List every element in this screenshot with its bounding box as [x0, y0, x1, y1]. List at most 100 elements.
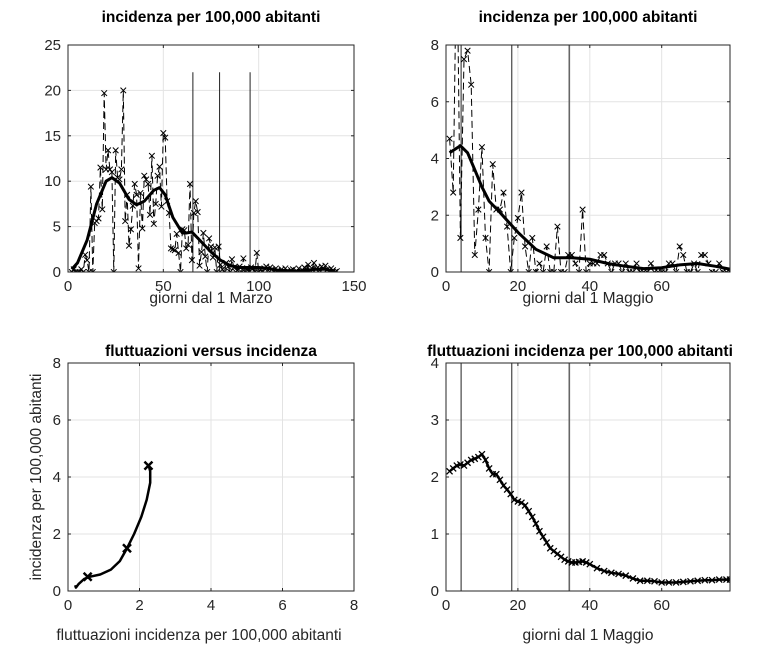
- data-point-marker: [687, 268, 694, 272]
- y-tick-label: 0: [431, 264, 439, 281]
- data-point-marker: [213, 268, 220, 272]
- data-point-marker: [672, 268, 680, 272]
- axes-box: [445, 44, 731, 273]
- chart-title: fluttuazioni incidenza per 100,000 abita…: [427, 343, 733, 360]
- data-point-marker: [543, 539, 551, 547]
- data-point-marker: [80, 268, 87, 272]
- data-point-marker: [78, 266, 85, 272]
- data-point-marker: [503, 486, 511, 493]
- data-point-marker: [665, 578, 673, 586]
- y-tick-label: 8: [431, 37, 439, 54]
- data-point-marker: [539, 533, 547, 541]
- y-tick-label: 15: [44, 128, 61, 145]
- data-point-marker: [198, 248, 205, 256]
- data-point-marker: [662, 268, 669, 272]
- data-point-marker: [333, 267, 340, 272]
- data-point-marker: [89, 268, 96, 272]
- data-point-marker: [93, 217, 100, 225]
- x-tick-label: 50: [155, 278, 172, 295]
- y-tick-label: 6: [431, 94, 439, 111]
- smoothed-line: [448, 144, 730, 271]
- data-point-marker: [511, 234, 518, 242]
- data-point-marker: [310, 259, 318, 267]
- x-tick-label: 4: [207, 597, 215, 614]
- data-point-marker: [167, 245, 175, 252]
- data-point-marker: [503, 223, 511, 230]
- data-point-marker: [536, 527, 543, 535]
- data-point-marker: [205, 235, 213, 242]
- data-point-marker: [143, 176, 150, 183]
- data-point-marker: [460, 56, 468, 63]
- data-point-marker: [471, 455, 479, 463]
- data-point-marker: [87, 183, 95, 190]
- y-tick-label: 3: [431, 412, 439, 429]
- data-point-marker: [156, 163, 163, 170]
- data-point-marker: [194, 208, 201, 216]
- data-point-marker: [446, 135, 453, 142]
- data-point-marker: [726, 576, 730, 584]
- data-point-marker: [202, 253, 209, 260]
- data-point-marker: [622, 572, 630, 580]
- subplot-fluctuations-may: 0 20 40 60 0 1 2 3 4: [431, 355, 731, 614]
- y-tick-label: 10: [44, 173, 61, 190]
- y-tick-label: 4: [431, 355, 439, 372]
- data-point-marker: [539, 268, 547, 272]
- subplot-incidence-march: 0 50 100 150 0 5 10 15 20 25: [44, 37, 366, 295]
- y-tick-label: 5: [53, 219, 61, 236]
- x-tick-label: 20: [510, 278, 527, 295]
- data-point-marker: [144, 180, 152, 188]
- data-point-marker: [171, 247, 178, 254]
- data-point-marker: [536, 260, 543, 267]
- x-axis-label: fluttuazioni incidenza per 100,000 abita…: [56, 627, 341, 644]
- y-axis-label: incidenza per 100,000 abitanti: [28, 374, 45, 581]
- plot-content: [68, 72, 340, 272]
- data-point-marker: [561, 556, 569, 564]
- axes-box: [445, 362, 731, 592]
- data-point-marker: [647, 260, 655, 267]
- data-point-marker: [543, 243, 550, 250]
- data-point-marker: [575, 268, 583, 272]
- x-tick-label: 60: [653, 597, 670, 614]
- curve-marker: [143, 460, 154, 471]
- data-point-marker: [582, 559, 590, 566]
- y-tick-label: 0: [431, 583, 439, 600]
- curve-marker: [82, 571, 93, 582]
- data-point-marker: [135, 265, 142, 272]
- data-point-marker: [528, 513, 536, 521]
- x-tick-label: 2: [135, 597, 143, 614]
- data-point-marker: [131, 180, 138, 188]
- data-point-marker: [708, 576, 716, 584]
- chart-title: fluttuazioni versus incidenza: [105, 343, 317, 360]
- data-point-marker: [188, 257, 196, 264]
- data-point-marker: [514, 214, 522, 222]
- data-point-marker: [658, 578, 666, 586]
- smoothed-line: [70, 176, 336, 272]
- y-tick-label: 4: [53, 469, 61, 486]
- data-point-marker: [475, 206, 482, 213]
- x-tick-label: 0: [442, 597, 450, 614]
- data-point-marker: [221, 268, 228, 272]
- data-point-marker: [259, 268, 266, 272]
- plot-content: [446, 45, 730, 272]
- data-point-marker: [150, 220, 157, 228]
- data-point-marker: [322, 262, 329, 269]
- data-point-marker: [154, 172, 161, 179]
- data-point-marker: [607, 569, 615, 577]
- data-point-marker: [532, 268, 540, 272]
- data-point-marker: [701, 251, 708, 259]
- data-point-marker: [525, 507, 533, 515]
- x-tick-label: 40: [581, 278, 598, 295]
- x-tick-label: 150: [341, 278, 366, 295]
- data-point-marker: [162, 134, 169, 141]
- data-point-marker: [186, 180, 194, 188]
- data-point-marker: [152, 200, 159, 208]
- data-point-marker: [139, 225, 146, 232]
- x-tick-label: 0: [64, 278, 72, 295]
- data-point-marker: [686, 577, 694, 585]
- data-point-marker: [485, 464, 493, 472]
- data-point-marker: [464, 47, 471, 54]
- y-tick-label: 0: [53, 583, 61, 600]
- data-point-marker: [450, 189, 457, 196]
- data-point-marker: [457, 234, 464, 242]
